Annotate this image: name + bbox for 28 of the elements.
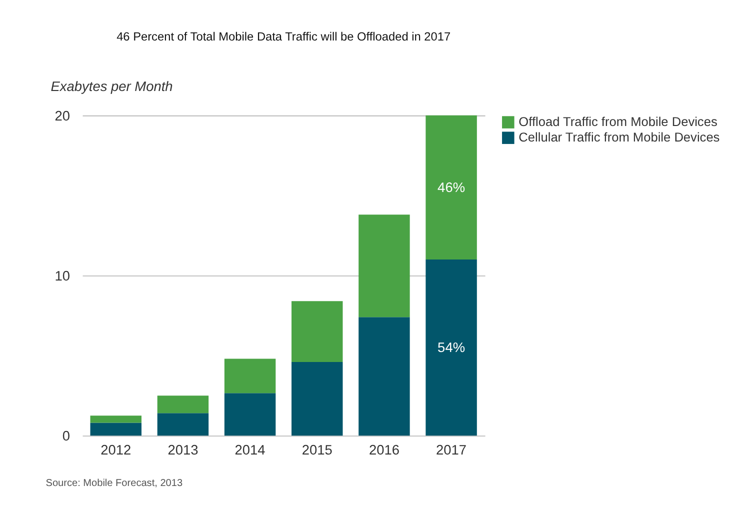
y-axis-title: Exabytes per Month [50, 79, 173, 94]
bar [157, 413, 209, 436]
bar [292, 362, 343, 436]
bar [157, 396, 209, 414]
legend-label: Offload Traffic from Mobile Devices [518, 114, 718, 129]
bar [224, 393, 276, 436]
legend-label: Cellular Traffic from Mobile Devices [518, 129, 720, 144]
x-tick-label: 2015 [302, 442, 333, 458]
x-tick-label: 2013 [168, 442, 199, 458]
bar [224, 358, 276, 394]
x-tick-label: 2012 [100, 442, 132, 458]
bar [426, 260, 477, 436]
y-tick-label: 20 [54, 108, 70, 124]
bar [90, 416, 142, 423]
annotation: 46% [438, 180, 466, 196]
y-tick-label: 10 [54, 268, 70, 284]
source-note: Source: Mobile Forecast, 2013 [46, 478, 183, 489]
bar [358, 317, 410, 436]
bar [358, 214, 410, 318]
chart-title: 46 Percent of Total Mobile Data Traffic will be Offloaded in 2017 [116, 29, 451, 44]
bar [292, 301, 343, 362]
x-tick-label: 2017 [436, 442, 467, 458]
x-tick-label: 2016 [368, 442, 400, 458]
bar [90, 422, 142, 436]
x-tick-label: 2014 [234, 442, 266, 458]
bar [426, 115, 477, 260]
y-tick-label: 0 [62, 428, 70, 444]
annotation: 54% [438, 340, 466, 356]
